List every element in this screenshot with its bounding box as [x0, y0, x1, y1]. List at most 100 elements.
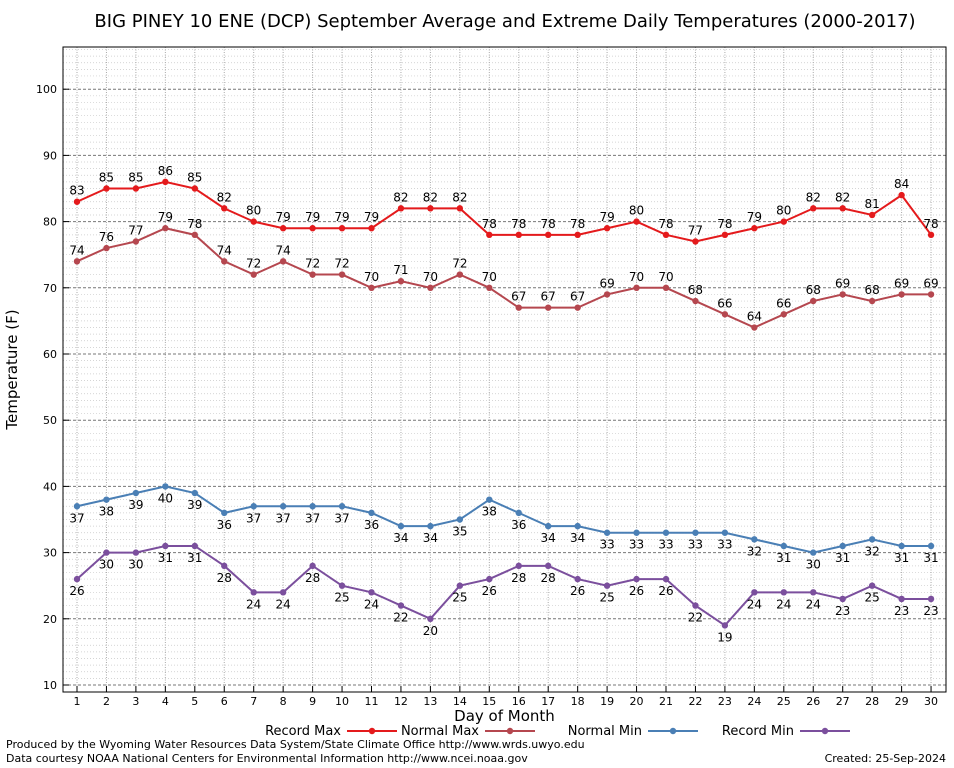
- data-point-record-min: [309, 562, 316, 570]
- data-label-normal-min: 38: [482, 505, 497, 519]
- data-label-normal-max: 69: [894, 276, 909, 290]
- data-point-record-max: [162, 178, 169, 186]
- data-point-record-max: [338, 225, 346, 232]
- data-label-record-min: 25: [452, 591, 467, 605]
- plot-frame: [62, 46, 947, 693]
- data-point-normal-min: [868, 536, 876, 543]
- data-point-normal-min: [603, 529, 611, 536]
- data-label-record-max: 84: [894, 177, 909, 191]
- x-tick-label: 18: [571, 695, 585, 708]
- legend-marker-normal-min: [669, 727, 677, 735]
- data-label-record-max: 78: [511, 217, 526, 231]
- x-tick-label: 27: [836, 695, 850, 708]
- data-label-normal-max: 68: [688, 283, 703, 297]
- data-point-normal-max: [692, 297, 699, 305]
- data-point-normal-min: [692, 529, 699, 536]
- data-point-normal-max: [309, 271, 316, 278]
- series-line-normal-max: [76, 227, 932, 329]
- x-tick-label: 7: [250, 695, 257, 708]
- chart-title: BIG PINEY 10 ENE (DCP) September Average…: [94, 11, 915, 32]
- data-point-normal-max: [898, 291, 905, 298]
- data-point-normal-max: [515, 304, 522, 311]
- data-point-normal-max: [868, 297, 876, 305]
- data-point-record-max: [132, 185, 140, 192]
- data-label-normal-min: 31: [923, 551, 938, 565]
- footer-created-date: Created: 25-Sep-2024: [824, 752, 946, 765]
- data-label-record-min: 24: [806, 597, 821, 611]
- data-label-record-min: 25: [334, 591, 349, 605]
- data-point-record-max: [868, 211, 876, 219]
- data-label-record-max: 79: [334, 210, 349, 224]
- data-point-record-max: [633, 218, 640, 225]
- data-label-normal-min: 32: [865, 544, 880, 558]
- data-point-normal-min: [132, 489, 140, 497]
- data-label-normal-max: 70: [364, 270, 379, 284]
- data-label-normal-max: 72: [246, 257, 261, 271]
- data-label-normal-min: 36: [364, 518, 379, 532]
- data-label-record-max: 82: [452, 190, 467, 204]
- x-tick-label: 22: [688, 695, 702, 708]
- data-point-record-min: [338, 582, 346, 589]
- data-point-normal-min: [545, 522, 552, 530]
- data-point-record-min: [456, 582, 464, 589]
- data-label-normal-min: 37: [69, 511, 84, 525]
- x-tick-label: 24: [747, 695, 761, 708]
- data-point-record-max: [368, 225, 375, 232]
- series-normal-min: 37 38 39 40 39 36 37 37 37 37 36 34 34 35 38 36 34 34 33 33…: [69, 483, 939, 572]
- series-line-record-max: [76, 180, 932, 243]
- data-label-record-max: 83: [69, 184, 84, 198]
- data-label-record-min: 23: [923, 604, 938, 618]
- data-point-normal-min: [898, 542, 905, 550]
- data-label-normal-max: 72: [452, 257, 467, 271]
- data-point-normal-max: [456, 271, 464, 278]
- x-tick-label: 13: [423, 695, 437, 708]
- x-tick-label: 3: [132, 695, 139, 708]
- data-point-normal-min: [162, 483, 169, 490]
- legend-marker-record-min: [821, 727, 829, 735]
- data-point-record-max: [427, 205, 434, 212]
- data-point-record-max: [250, 218, 257, 225]
- data-label-record-max: 78: [923, 217, 938, 231]
- data-point-normal-min: [780, 542, 787, 550]
- data-point-record-max: [780, 218, 787, 225]
- data-label-record-min: 23: [894, 604, 909, 618]
- data-label-normal-min: 37: [305, 511, 320, 525]
- x-tick-label: 25: [777, 695, 791, 708]
- y-tick-label: 70: [43, 282, 57, 295]
- data-point-normal-max: [338, 271, 346, 278]
- data-label-record-min: 25: [865, 591, 880, 605]
- data-point-normal-min: [574, 522, 581, 530]
- x-tick-label: 23: [718, 695, 732, 708]
- series-record-max: 83 85 85 86 85 82 80 79 79 79 79 82 82 82 78 78 78 78 79 80…: [69, 164, 939, 245]
- x-tick-label: 12: [394, 695, 408, 708]
- data-point-record-min: [780, 589, 787, 596]
- data-label-record-max: 82: [423, 190, 438, 204]
- data-point-normal-max: [603, 291, 611, 298]
- y-tick-label: 10: [43, 679, 57, 692]
- data-label-record-min: 24: [246, 597, 261, 611]
- data-point-normal-max: [368, 284, 375, 291]
- data-label-normal-min: 37: [334, 511, 349, 525]
- series-normal-max: 74 76 77 79 78 74 72 74 72 72 70 71 70 72 70 67 67 67 69 70…: [69, 210, 939, 331]
- series-record-min: 26 30 30 31 31 28 24 24 28 25 24 22 20 25 26 28 28 26 25 26…: [69, 542, 939, 644]
- legend-label-record-min: Record Min: [722, 724, 794, 739]
- x-tick-label: 30: [924, 695, 938, 708]
- x-tick-label: 21: [659, 695, 673, 708]
- data-point-normal-min: [427, 522, 434, 530]
- data-label-normal-max: 68: [806, 283, 821, 297]
- data-label-normal-max: 69: [923, 276, 938, 290]
- series-line-normal-min: [76, 485, 932, 554]
- y-tick-label: 30: [43, 547, 57, 560]
- y-tick-label: 80: [43, 216, 57, 229]
- x-tick-label: 14: [453, 695, 467, 708]
- data-point-record-max: [456, 205, 464, 212]
- legend-label-normal-max: Normal Max: [401, 724, 479, 739]
- data-label-normal-max: 67: [570, 290, 585, 304]
- data-label-normal-min: 40: [158, 491, 173, 505]
- x-tick-label: 28: [865, 695, 879, 708]
- data-label-normal-max: 74: [217, 243, 232, 257]
- data-label-normal-max: 79: [158, 210, 173, 224]
- data-point-normal-min: [103, 496, 110, 503]
- data-label-record-max: 82: [806, 190, 821, 204]
- data-point-record-max: [191, 185, 198, 192]
